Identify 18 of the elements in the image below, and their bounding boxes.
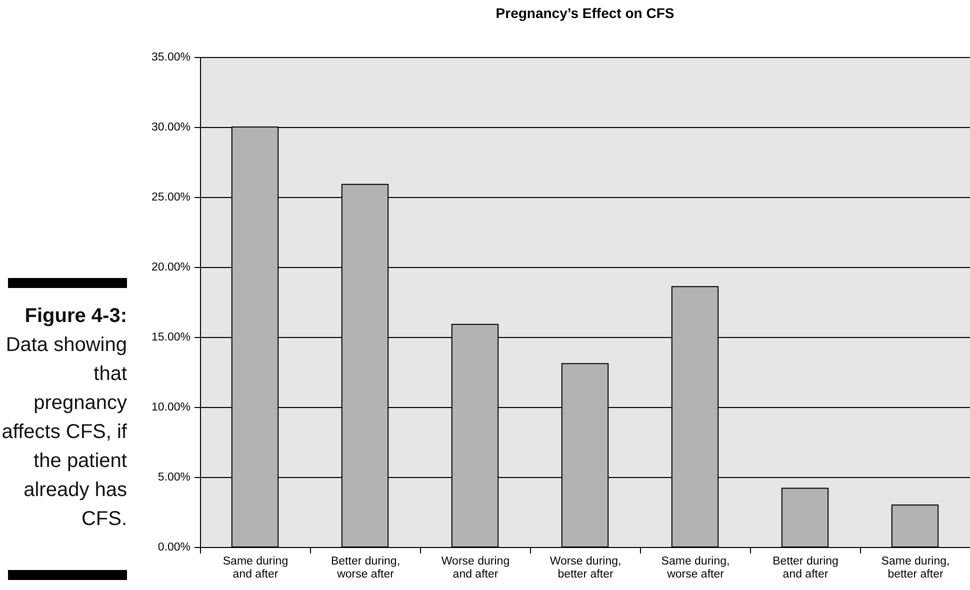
x-tick-label: Worse during, better after	[550, 556, 622, 580]
x-tick-label: Same during, worse after	[661, 556, 730, 580]
y-tick-label: 30.00%	[151, 122, 190, 134]
y-tick-label: 15.00%	[151, 332, 190, 344]
chart-title: Pregnancy’s Effect on CFS	[496, 5, 674, 21]
y-tick-label: 20.00%	[151, 262, 190, 274]
x-tick-label: Worse during and after	[441, 556, 510, 580]
y-tick-label: 35.00%	[151, 52, 190, 64]
y-tick-label: 25.00%	[151, 192, 190, 204]
text: Data showing that pregnancy affects CFS, if the patient already has CFS.	[0, 333, 127, 532]
x-tick-label: Better during and after	[772, 556, 838, 580]
x-tick-label: Same during and after	[222, 556, 288, 580]
x-tick-label: Better during, worse after	[330, 556, 400, 580]
y-tick-label: 5.00%	[158, 472, 190, 484]
x-tick-label: Same during, better after	[881, 556, 950, 580]
y-tick-label: 10.00%	[151, 402, 190, 414]
y-tick-label: 0.00%	[158, 542, 190, 554]
caption: Figure 4-3:	[24, 304, 127, 329]
